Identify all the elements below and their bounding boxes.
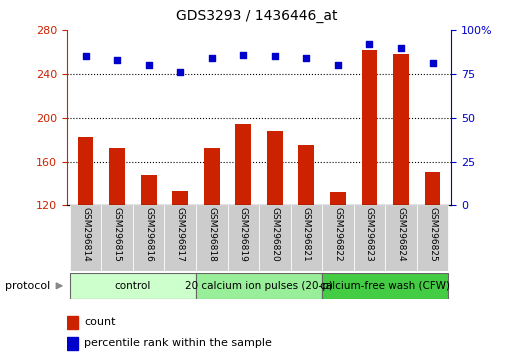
Point [176,69,184,75]
Bar [109,148,125,205]
Bar [259,205,290,271]
Text: calcium-free wash (CFW): calcium-free wash (CFW) [320,281,450,291]
Point [271,53,279,59]
Bar [330,192,346,205]
Bar [78,137,93,205]
Text: GSM296819: GSM296819 [239,207,248,262]
Bar [290,205,322,271]
Bar [102,205,133,271]
Point [397,45,405,50]
Bar [196,205,228,271]
Bar [70,273,196,299]
Text: GSM296815: GSM296815 [113,207,122,262]
Bar [425,172,440,205]
Bar [235,124,251,205]
Text: 20 calcium ion pulses (20-p): 20 calcium ion pulses (20-p) [185,281,333,291]
Point [82,53,90,59]
Text: control: control [115,281,151,291]
Bar [353,205,385,271]
Text: GSM296817: GSM296817 [176,207,185,262]
Bar [165,205,196,271]
Bar [196,273,322,299]
Bar [228,205,259,271]
Bar [172,191,188,205]
Point [365,41,373,47]
Bar [267,131,283,205]
Bar [385,205,417,271]
Point [334,62,342,68]
Bar [141,175,156,205]
Text: percentile rank within the sample: percentile rank within the sample [84,338,272,348]
Text: protocol: protocol [5,281,50,291]
Point [208,55,216,61]
Bar [70,205,102,271]
Text: GSM296823: GSM296823 [365,207,374,262]
Bar [362,50,378,205]
Bar [322,205,353,271]
Point [428,61,437,66]
Bar [393,54,409,205]
Bar [133,205,165,271]
Text: GSM296821: GSM296821 [302,207,311,262]
Text: GSM296820: GSM296820 [270,207,280,262]
Bar [67,316,78,329]
Text: GSM296814: GSM296814 [81,207,90,262]
Text: GDS3293 / 1436446_at: GDS3293 / 1436446_at [176,9,337,23]
Bar [322,273,448,299]
Bar [204,148,220,205]
Text: GSM296818: GSM296818 [207,207,216,262]
Point [239,52,247,57]
Text: GSM296822: GSM296822 [333,207,342,262]
Text: GSM296824: GSM296824 [397,207,405,262]
Bar [299,145,314,205]
Text: count: count [84,317,115,327]
Bar [417,205,448,271]
Point [113,57,121,63]
Text: GSM296816: GSM296816 [144,207,153,262]
Point [145,62,153,68]
Text: GSM296825: GSM296825 [428,207,437,262]
Bar [67,337,78,350]
Point [302,55,310,61]
